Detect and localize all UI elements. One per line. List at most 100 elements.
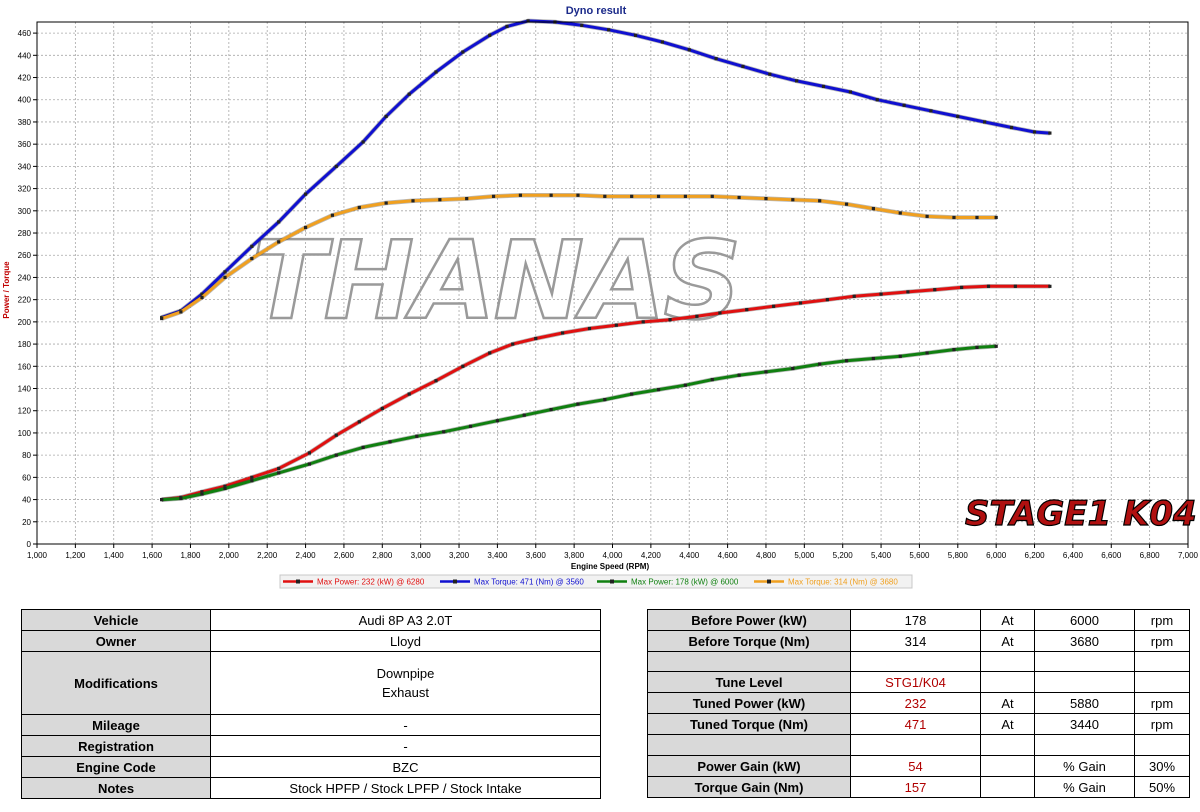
- value-engine-code: BZC: [210, 756, 601, 778]
- data-point: [334, 164, 338, 168]
- data-point: [741, 64, 745, 69]
- spacer-cell-1: [850, 651, 981, 672]
- data-point: [334, 433, 338, 437]
- data-point: [956, 114, 960, 119]
- value-modifications: Downpipe Exhaust: [210, 651, 601, 715]
- data-point: [614, 323, 618, 327]
- y-tick-label: 160: [18, 362, 32, 371]
- data-point: [994, 215, 998, 220]
- x-tick-label: 4,600: [718, 551, 739, 560]
- data-point: [745, 308, 749, 312]
- rpm-before-power: 6000: [1034, 609, 1135, 631]
- data-point: [825, 298, 829, 302]
- y-tick-label: 80: [22, 451, 31, 460]
- data-point: [488, 351, 492, 355]
- legend-marker: [767, 579, 771, 584]
- data-point: [303, 225, 308, 230]
- data-point: [549, 193, 553, 197]
- data-point: [879, 292, 883, 296]
- data-point: [334, 453, 338, 457]
- label-mileage: Mileage: [21, 714, 211, 736]
- data-point: [633, 33, 638, 37]
- data-point: [818, 199, 822, 203]
- data-point: [407, 92, 411, 96]
- pct-power-gain: 30%: [1134, 755, 1190, 777]
- data-point: [468, 424, 473, 428]
- row-registration: Registration -: [21, 735, 601, 757]
- data-point: [179, 310, 183, 314]
- row-vehicle: Vehicle Audi 8P A3 2.0T: [21, 609, 601, 631]
- row-mileage: Mileage -: [21, 714, 601, 736]
- x-tick-label: 1,400: [104, 551, 125, 560]
- data-point: [250, 475, 254, 479]
- data-point: [933, 288, 937, 292]
- x-tick-label: 6,000: [986, 551, 1007, 560]
- y-tick-label: 420: [18, 74, 32, 83]
- data-point: [906, 290, 910, 294]
- data-point: [361, 140, 365, 144]
- y-tick-label: 200: [18, 318, 32, 327]
- spacer-cell-2: [980, 651, 1035, 672]
- legend-entry: Max Power: 232 (kW) @ 6280: [317, 578, 425, 587]
- data-point: [277, 240, 281, 244]
- tune-empty-3: [1134, 671, 1190, 693]
- at-before-torque: At: [980, 630, 1035, 652]
- data-point: [898, 354, 902, 358]
- series-line: [161, 19, 1051, 319]
- label-torque-gain: Torque Gain (Nm): [647, 776, 851, 798]
- data-point: [511, 342, 515, 346]
- data-point: [438, 198, 442, 202]
- data-point: [442, 430, 446, 434]
- x-tick-label: 2,600: [334, 551, 355, 560]
- x-tick-label: 5,000: [794, 551, 815, 560]
- stage-badge: STAGE1 K04: [965, 494, 1197, 534]
- x-tick-label: 5,200: [833, 551, 854, 560]
- x-tick-label: 2,400: [296, 551, 317, 560]
- label-notes: Notes: [21, 777, 211, 799]
- data-point: [925, 351, 929, 355]
- data-point: [223, 270, 227, 274]
- data-point: [303, 192, 308, 196]
- data-point: [975, 345, 979, 350]
- chart-title: Dyno result: [566, 5, 627, 17]
- y-tick-label: 400: [18, 96, 32, 105]
- y-tick-label: 280: [18, 229, 32, 238]
- spacer-label-1: [647, 651, 851, 672]
- data-point: [357, 205, 361, 210]
- x-tick-label: 3,400: [487, 551, 508, 560]
- data-point: [534, 336, 538, 341]
- x-tick-label: 4,200: [641, 551, 662, 560]
- tune-empty-2: [1034, 671, 1135, 693]
- x-tick-label: 6,800: [1140, 551, 1161, 560]
- y-tick-label: 20: [22, 518, 31, 527]
- value-notes: Stock HPFP / Stock LPFP / Stock Intake: [210, 777, 601, 799]
- x-tick-label: 1,800: [180, 551, 201, 560]
- rpm-tuned-torque: 3440: [1034, 713, 1135, 735]
- rpm-before-torque: 3680: [1034, 630, 1135, 652]
- data-point: [871, 206, 875, 211]
- x-tick-label: 6,600: [1101, 551, 1122, 560]
- value-owner: Lloyd: [210, 630, 601, 652]
- data-point: [714, 57, 718, 61]
- spacer-cell-5: [850, 734, 981, 756]
- data-point: [986, 284, 991, 288]
- label-tuned-power: Tuned Power (kW): [647, 692, 851, 714]
- row-tuned-power: Tuned Power (kW) 232 At 5880 rpm: [647, 692, 1190, 714]
- power-gain-empty: [980, 755, 1035, 777]
- data-point: [603, 398, 607, 402]
- data-point: [821, 84, 826, 89]
- value-before-torque: 314: [850, 630, 981, 652]
- y-tick-label: 180: [18, 340, 32, 349]
- data-point: [434, 379, 438, 383]
- data-point: [630, 392, 634, 396]
- spacer-cell-8: [1134, 734, 1190, 756]
- y-tick-label: 40: [22, 496, 31, 505]
- y-tick-label: 440: [18, 51, 32, 60]
- data-point: [250, 479, 254, 483]
- value-mileage: -: [210, 714, 601, 736]
- data-point: [875, 98, 879, 102]
- x-tick-label: 1,600: [142, 551, 163, 560]
- data-point: [250, 256, 254, 261]
- data-point: [975, 215, 979, 220]
- label-power-gain: Power Gain (kW): [647, 755, 851, 777]
